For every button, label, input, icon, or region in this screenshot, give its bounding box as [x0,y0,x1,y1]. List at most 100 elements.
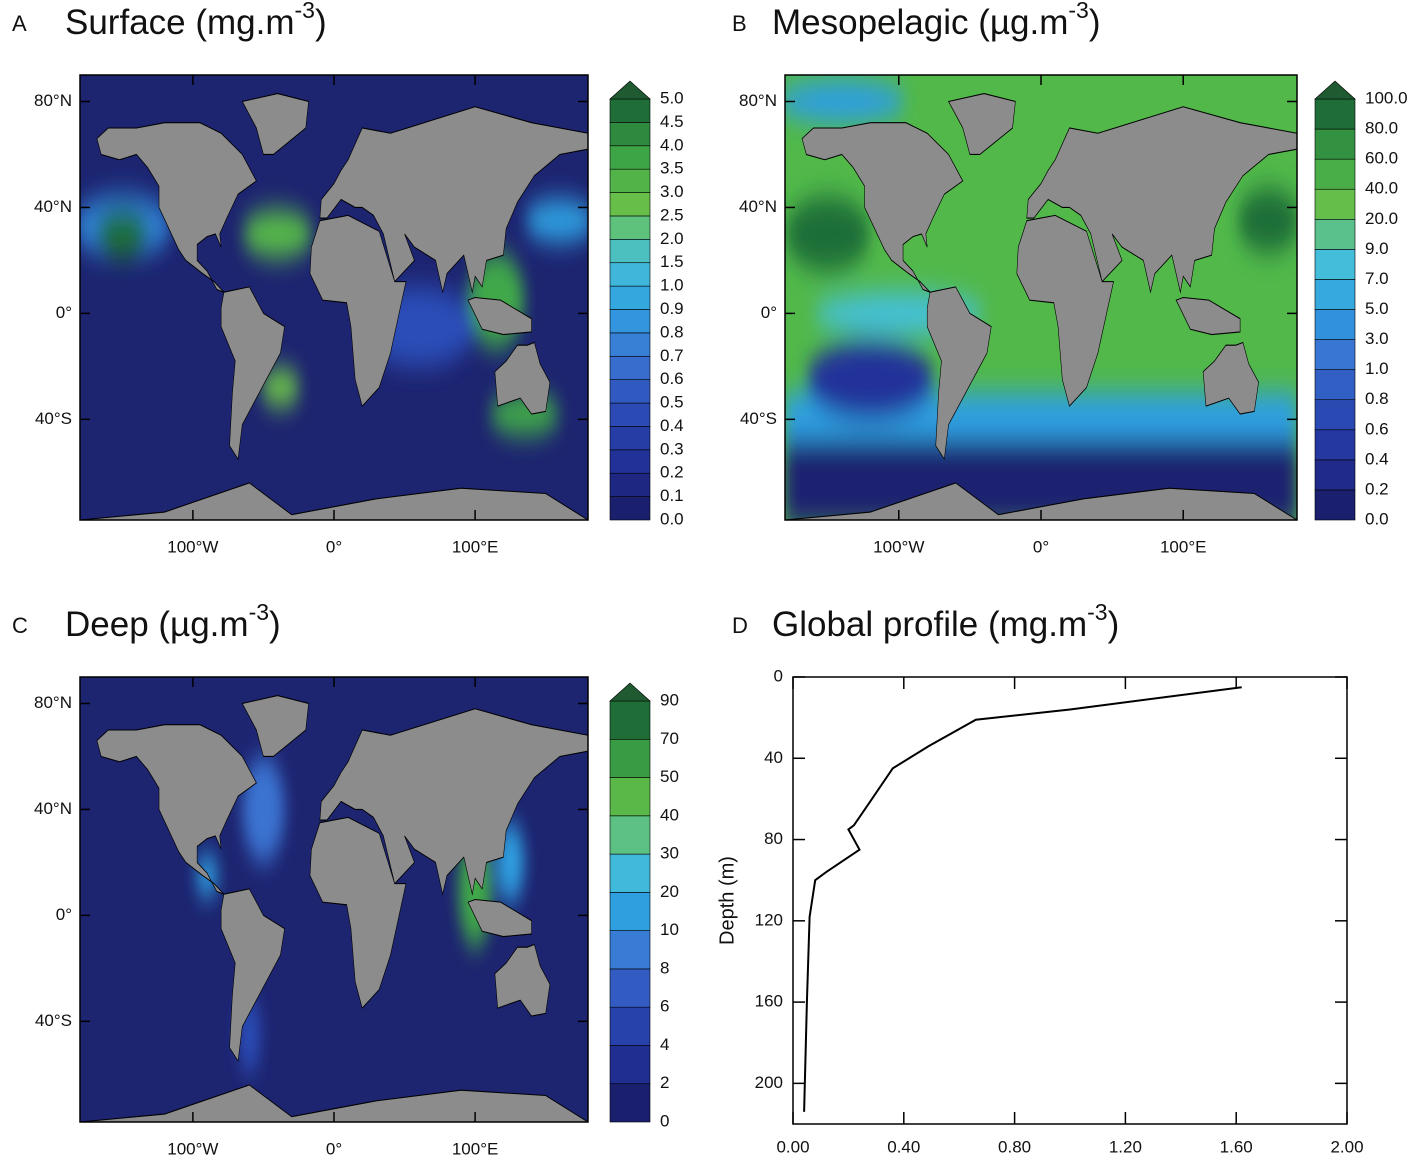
colorbar-label: 0.8 [660,322,684,341]
colorbar-segment [609,1045,651,1085]
colorbar-label: 0.4 [660,416,684,435]
colorbar-segment [609,122,651,147]
colorbar-label: 0.5 [660,393,684,412]
y-tick-label: 200 [755,1073,783,1092]
x-tick-label: 100°W [167,537,218,556]
title-end: ) [1108,605,1120,644]
colorbar-label: 80.0 [1365,119,1398,138]
panel-letter: B [732,11,747,36]
colorbar-label: 50 [660,767,679,786]
colorbar-label: 3.0 [1365,329,1389,348]
colorbar-label: 0.3 [660,439,684,458]
title-end: ) [315,3,327,42]
colorbar-segment [609,285,651,310]
colorbar-segment [1314,158,1356,190]
colorbar-segment [1314,429,1356,461]
colorbar-segment [609,738,651,778]
colorbar-segment [609,379,651,404]
x-tick-label: 0° [1033,537,1049,556]
colorbar-label: 60.0 [1365,149,1398,168]
colorbar-label: 20 [660,882,679,901]
colorbar-label: 0.1 [660,486,684,505]
colorbar-label: 7.0 [1365,269,1389,288]
x-tick-label: 100°W [167,1139,218,1158]
colorbar-label: 3.0 [660,182,684,201]
colorbar-label: 0.2 [660,463,684,482]
colorbar-label: 4 [660,1035,669,1054]
colorbar-segment [1314,98,1356,130]
y-tick-label: 0 [774,666,783,685]
colorbar-label: 0.7 [660,346,684,365]
title-text: Mesopelagic (µg.m [772,3,1068,42]
colorbar-label: 6 [660,997,669,1016]
colorbar-label: 10 [660,920,679,939]
x-tick-label: 0° [326,1139,342,1158]
x-tick-label: 100°W [873,537,924,556]
colorbar-segment [609,262,651,287]
colorbar-segment [609,332,651,357]
panel-letter: D [732,613,748,638]
colorbar-label: 0.9 [660,299,684,318]
panel-title: Mesopelagic (µg.m-3) [772,0,1101,42]
colorbar-label: 0.6 [660,369,684,388]
title-superscript: -3 [249,599,269,625]
colorbar-segment [1314,249,1356,280]
y-tick-label: 40°N [739,197,777,216]
colorbar-label: 2 [660,1073,669,1092]
colorbar-label: 0.0 [1365,509,1389,528]
title-superscript: -3 [1087,599,1107,625]
colorbar-extend [609,80,651,100]
title-end: ) [269,605,281,644]
colorbar-segment [609,402,651,427]
colorbar-segment [1314,339,1356,370]
y-tick-label: 40°N [34,799,72,818]
panel-letter: C [12,613,28,638]
colorbar-extend [609,682,651,702]
panel-letter: A [12,11,27,36]
colorbar-segment [609,815,651,855]
colorbar-segment [609,892,651,931]
x-tick-label: 100°E [1160,537,1207,556]
colorbar-segment [609,853,651,893]
colorbar-label: 40.0 [1365,179,1398,198]
colorbar-segment [609,239,651,264]
colorbar-segment [1314,369,1356,401]
colorbar-label: 0.8 [1365,389,1389,408]
panel-title: Global profile (mg.m-3) [772,599,1119,644]
panel-title: Surface (mg.m-3) [65,0,327,42]
y-tick-label: 40 [764,748,783,767]
colorbar-segment [609,472,651,497]
colorbar-label: 0.6 [1365,419,1389,438]
colorbar-segment [609,968,651,1008]
x-tick-label: 2.00 [1330,1137,1363,1156]
colorbar-segment [1314,128,1356,160]
colorbar-segment [1314,489,1356,521]
colorbar-label: 40 [660,805,679,824]
y-tick-label: 40°S [740,409,777,428]
title-end: ) [1089,3,1101,42]
colorbar-label: 1.0 [1365,359,1389,378]
x-tick-label: 0° [326,537,342,556]
colorbar-segment [1314,279,1356,310]
title-text: Deep (µg.m [65,605,249,644]
y-tick-label: 80°N [34,693,72,712]
y-tick-label: 0° [56,303,72,322]
title-text: Surface (mg.m [65,3,295,42]
x-tick-label: 0.40 [887,1137,920,1156]
colorbar-segment [609,309,651,334]
colorbar-label: 0.4 [1365,449,1389,468]
colorbar-segment [609,700,651,740]
y-tick-label: 0° [761,303,777,322]
colorbar-label: 1.0 [660,276,684,295]
colorbar-segment [1314,218,1356,250]
colorbar-segment [609,355,651,380]
colorbar-extend [1314,80,1356,100]
colorbar-segment [1314,399,1356,431]
colorbar-label: 20.0 [1365,209,1398,228]
title-superscript: -3 [1068,0,1088,23]
colorbar-segment [609,496,651,521]
colorbar-label: 3.5 [660,159,684,178]
colorbar-segment [609,1083,651,1123]
title-superscript: -3 [295,0,315,23]
